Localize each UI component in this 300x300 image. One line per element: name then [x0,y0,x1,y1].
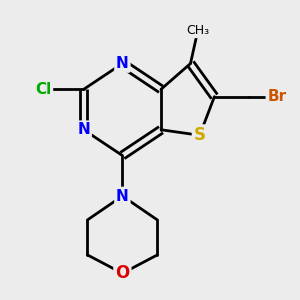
Text: N: N [77,122,90,137]
Text: Br: Br [267,89,286,104]
Text: Cl: Cl [35,82,51,97]
Text: S: S [194,126,206,144]
Text: CH₃: CH₃ [186,24,209,37]
Text: O: O [115,264,130,282]
Text: N: N [116,188,129,203]
Text: N: N [116,56,129,71]
